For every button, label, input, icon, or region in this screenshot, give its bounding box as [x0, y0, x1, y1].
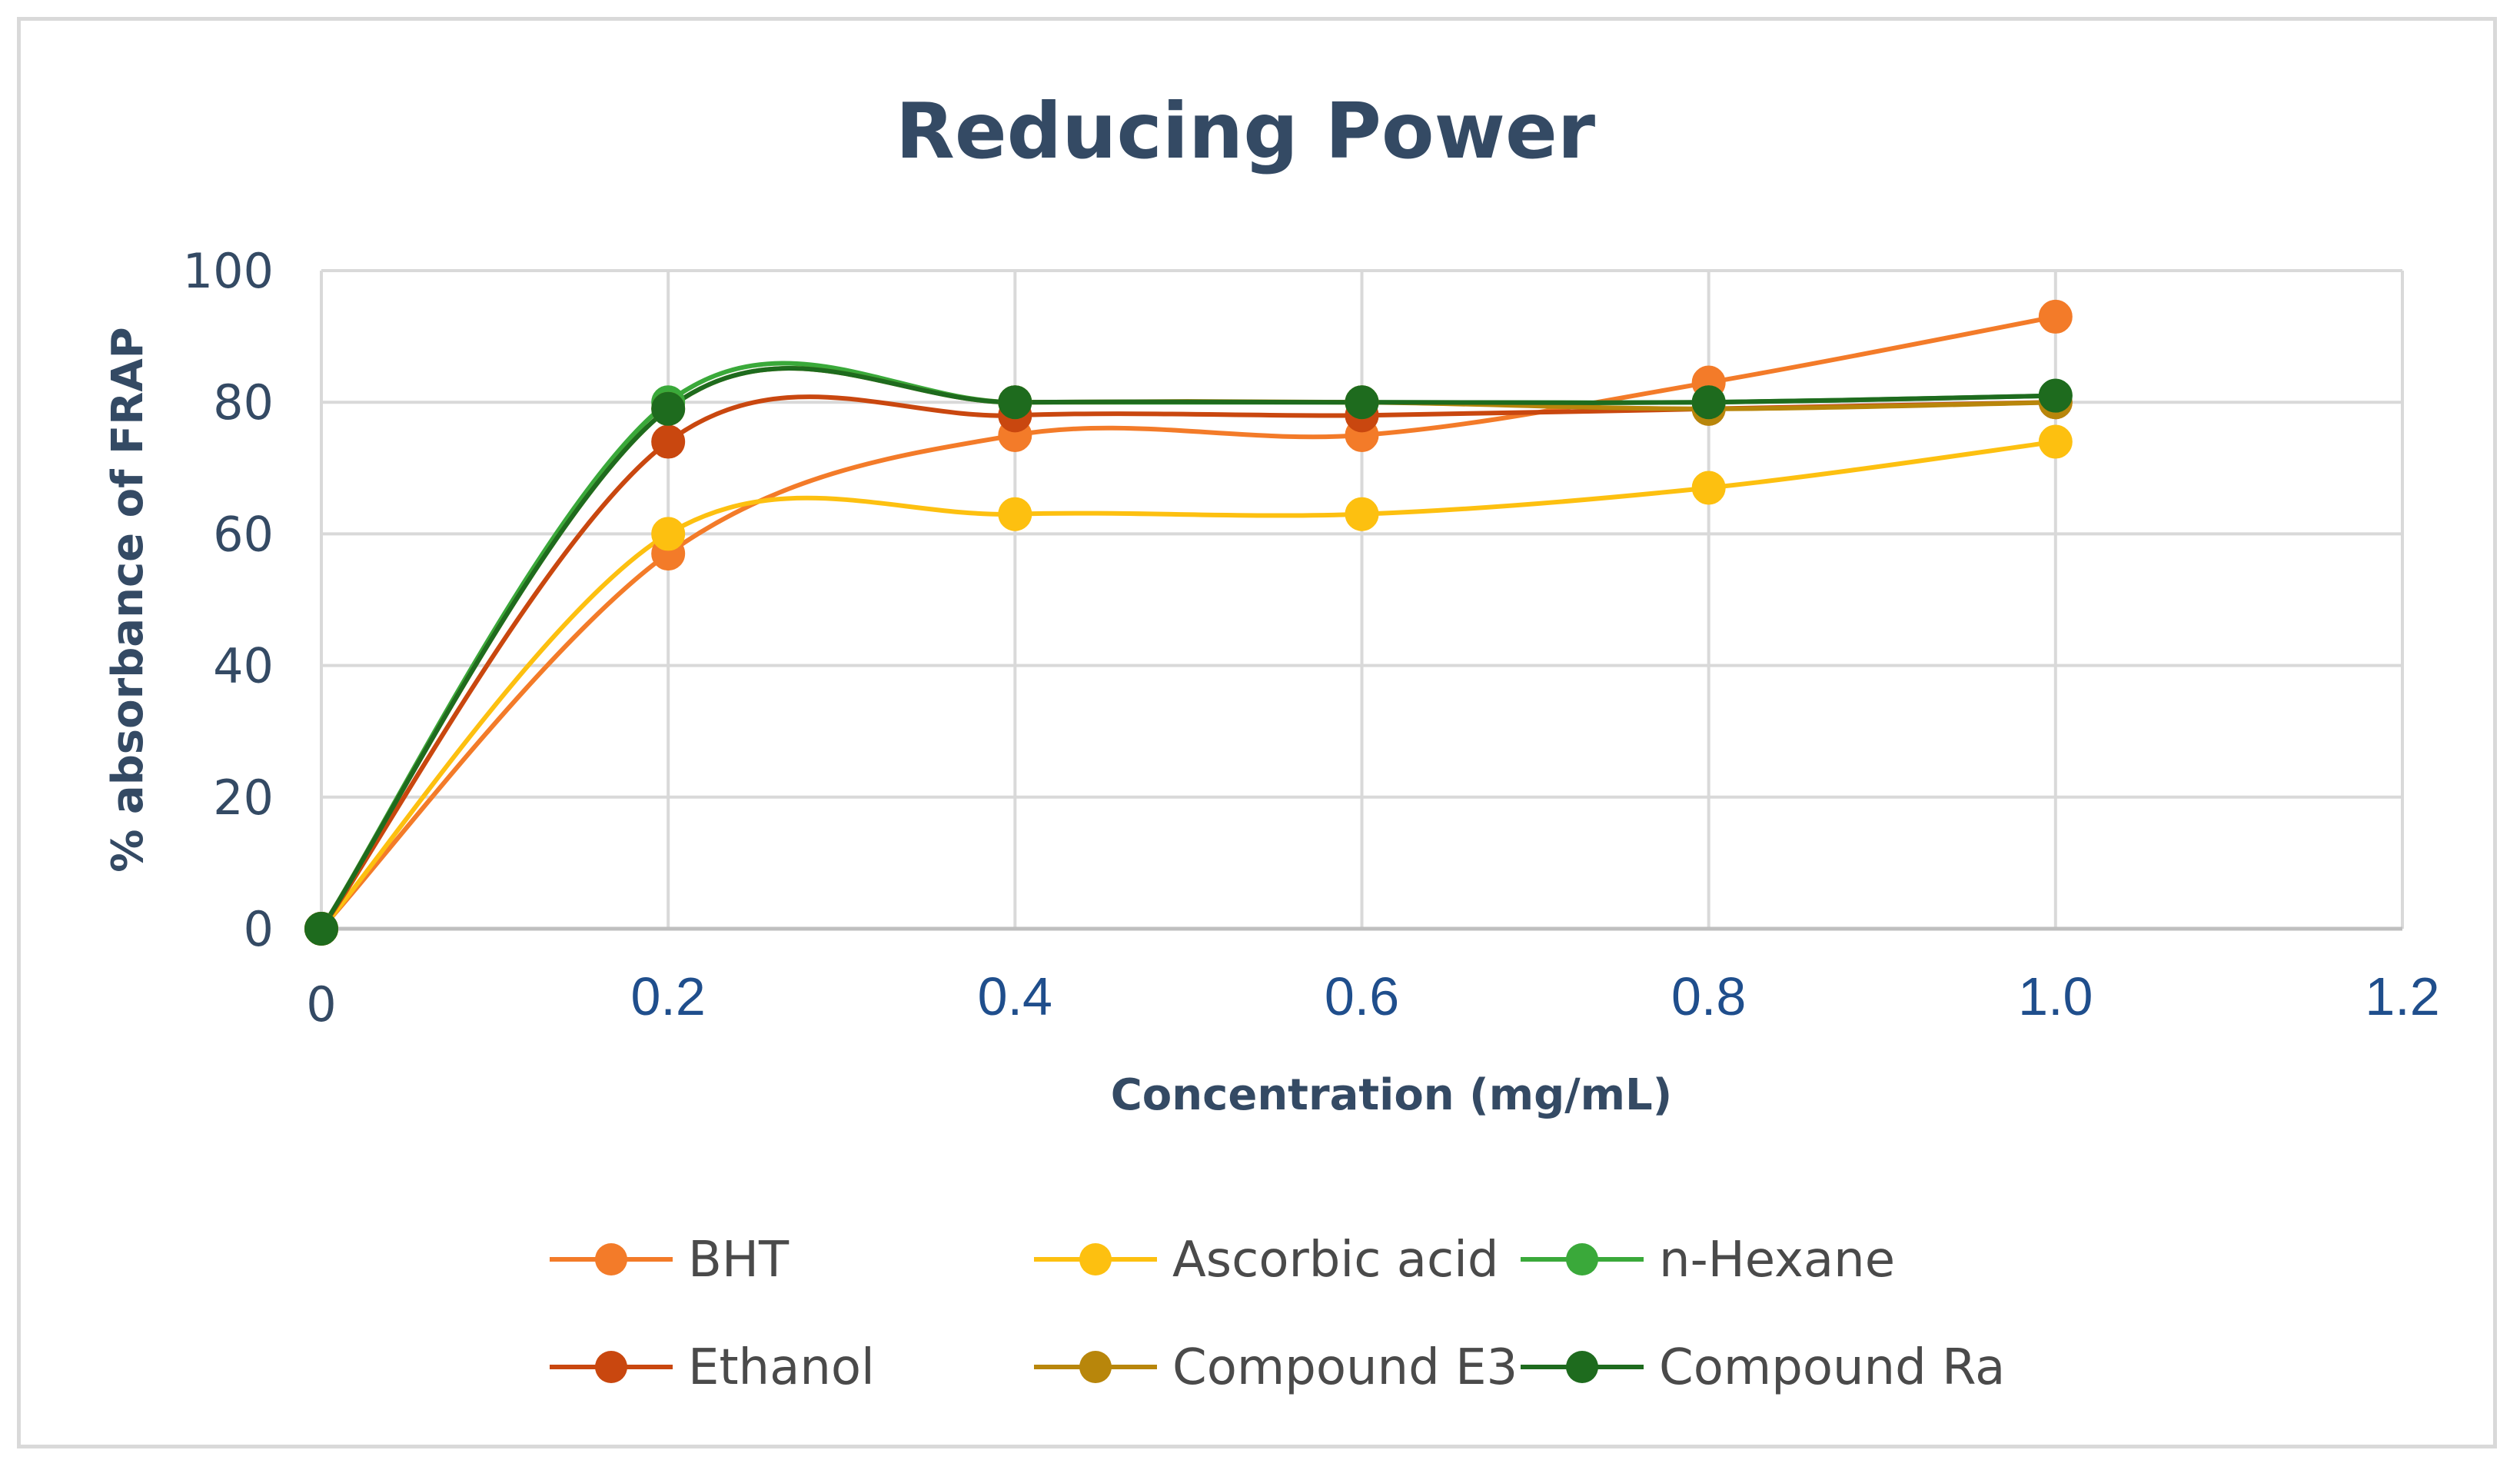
data-point-compound-ra [304, 912, 338, 946]
y-axis-title: % absorbance of FRAP [103, 327, 153, 872]
legend-swatch-marker [1566, 1351, 1598, 1383]
data-point-ascorbic-acid [651, 517, 686, 551]
gridlines [320, 269, 2404, 930]
y-tick-labels: 0 20 40 60 80 100 [183, 243, 274, 957]
x-tick-label: 0.2 [631, 966, 706, 1026]
y-tick-label: 100 [183, 243, 274, 299]
data-point-ethanol [651, 424, 686, 459]
legend-item-n-hexane: n-Hexane [1521, 1232, 1895, 1289]
data-point-bht [2038, 299, 2073, 334]
legend-item-ascorbic-acid: Ascorbic acid [1034, 1232, 1499, 1289]
legend: BHT Ascorbic acid n-Hexane Ethanol Compound … [550, 1232, 2005, 1396]
series-line-compound-e3 [319, 366, 2058, 931]
series-line-bht [319, 314, 2058, 931]
legend-label: BHT [688, 1232, 790, 1289]
legend-item-bht: BHT [550, 1232, 790, 1289]
data-point-compound-ra [1345, 385, 1379, 420]
series-line-n-hexane [319, 361, 2058, 931]
y-tick-label: 80 [213, 374, 274, 431]
legend-label: Compound Ra [1659, 1339, 2005, 1396]
x-tick-label: 1.0 [2018, 966, 2093, 1026]
x-tick-label: 0.4 [978, 966, 1052, 1026]
legend-label: Compound E3 [1172, 1339, 1518, 1396]
axes [320, 271, 2402, 931]
data-point-compound-ra [651, 391, 686, 426]
series-line-ascorbic-acid [319, 439, 2058, 931]
series-markers [304, 299, 2073, 946]
legend-swatch-marker [595, 1351, 627, 1383]
chart-frame [17, 17, 2497, 1448]
series-lines [319, 314, 2058, 931]
y-tick-label: 0 [244, 901, 274, 957]
legend-label: Ethanol [688, 1339, 875, 1396]
legend-item-ethanol: Ethanol [550, 1339, 875, 1396]
legend-label: Ascorbic acid [1172, 1232, 1499, 1289]
chart-title: Reducing Power [896, 86, 1596, 176]
y-tick-label: 20 [213, 770, 274, 826]
data-point-ascorbic-acid [998, 497, 1032, 531]
data-point-ascorbic-acid [1691, 471, 1726, 505]
x-tick-label: 1.2 [2365, 966, 2439, 1026]
legend-swatch-marker [1079, 1351, 1112, 1383]
data-point-compound-ra [2038, 378, 2073, 413]
x-tick-labels: 0 0.2 0.4 0.6 0.8 1.0 1.2 [306, 966, 2439, 1033]
data-point-ascorbic-acid [1345, 497, 1379, 531]
x-tick-label: 0.6 [1325, 966, 1399, 1026]
y-tick-label: 40 [213, 638, 274, 694]
legend-item-compound-ra: Compound Ra [1521, 1339, 2005, 1396]
x-tick-label: 0 [306, 976, 336, 1033]
y-tick-label: 60 [213, 506, 274, 562]
series-line-compound-ra [319, 366, 2058, 931]
legend-label: n-Hexane [1659, 1232, 1895, 1289]
legend-swatch-marker [1079, 1243, 1112, 1275]
x-axis-title: Concentration (mg/mL) [1111, 1070, 1673, 1120]
data-point-compound-ra [1691, 385, 1726, 420]
legend-item-compound-e3: Compound E3 [1034, 1339, 1518, 1396]
legend-swatch-marker [595, 1243, 627, 1275]
data-point-compound-ra [998, 385, 1032, 420]
data-point-ascorbic-acid [2038, 424, 2073, 459]
x-tick-label: 0.8 [1671, 966, 1746, 1026]
legend-swatch-marker [1566, 1243, 1598, 1275]
